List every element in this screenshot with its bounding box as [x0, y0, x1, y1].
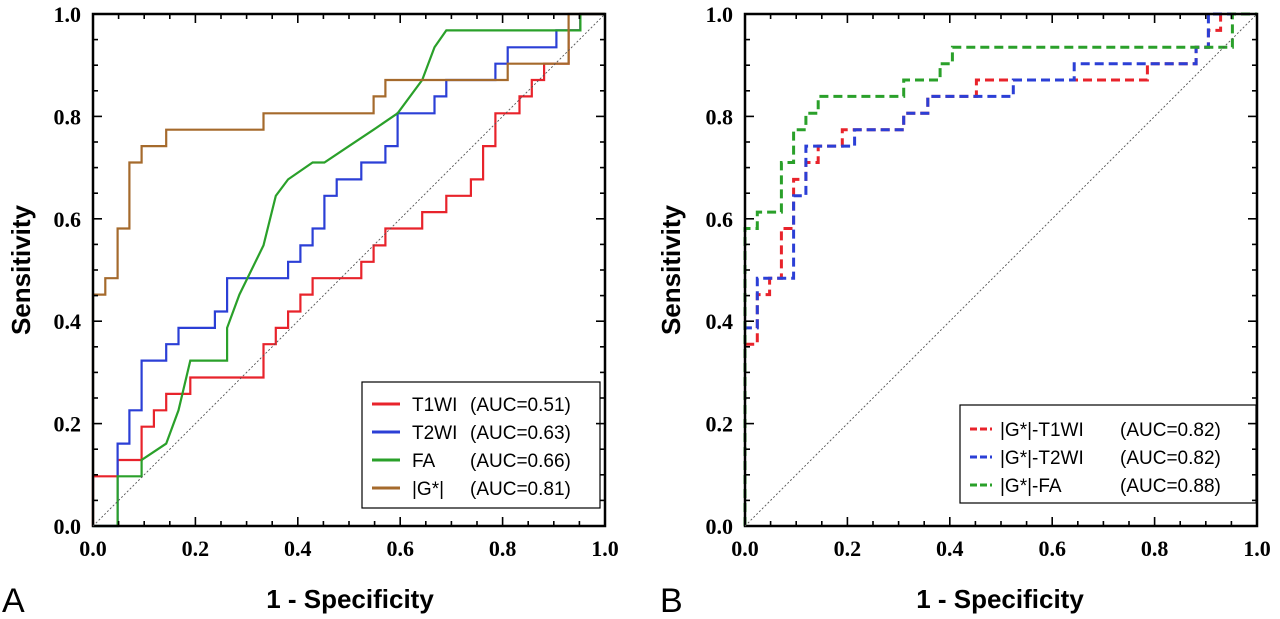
panel-b-legend-name-0: |G*|-T1WI	[1000, 420, 1084, 441]
panel-a-legend-auc-3: (AUC=0.81)	[470, 479, 571, 500]
panel-a-y-tick-label: 0.6	[54, 207, 82, 232]
panel-a-legend-box	[361, 381, 601, 509]
panel-a-legend-name-2: FA	[412, 451, 436, 472]
panel-a-y-tick-label: 1.0	[54, 2, 82, 27]
panel-b-legend-name-1: |G*|-T2WI	[1000, 448, 1084, 469]
panel-b-y-tick-label: 0.2	[706, 412, 734, 437]
panel-a-y-tick-label: 0.4	[54, 309, 82, 334]
panel-a-x-tick-label: 0.4	[284, 536, 312, 561]
panel-b-x-tick-label: 0.6	[1038, 536, 1066, 561]
panel-a-legend-auc-0: (AUC=0.51)	[470, 395, 571, 416]
panel-a-roc-curve-1	[93, 12, 605, 528]
panel-b-legend-name-2: |G*|-FA	[1000, 476, 1062, 497]
roc-panel-a: Sensitivity 1 - Specificity A T1WI (AUC=0…	[2, 2, 619, 619]
panel-a-legend-name-0: T1WI	[412, 395, 457, 416]
panel-a-legend-name-3: |G*|	[412, 479, 444, 500]
roc-panel-b: Sensitivity 1 - Specificity B |G*|-T1WI (…	[656, 2, 1271, 619]
panel-b-x-tick-label: 1.0	[1243, 536, 1271, 561]
panel-a-letter: A	[2, 582, 25, 619]
panel-b-x-axis-title: 1 - Specificity	[916, 584, 1084, 614]
panel-a-x-axis-title: 1 - Specificity	[266, 584, 434, 614]
panel-b-x-tick-label: 0.2	[834, 536, 862, 561]
panel-b-legend-auc-1: (AUC=0.82)	[1120, 448, 1221, 469]
panel-b-x-tick-label: 0.8	[1141, 536, 1169, 561]
panel-b-legend: |G*|-T1WI (AUC=0.82) |G*|-T2WI (AUC=0.82) |G…	[959, 404, 1257, 504]
panel-b-y-tick-label: 0.6	[706, 207, 734, 232]
panel-b-y-tick-label: 0.0	[706, 514, 734, 539]
panel-a-x-tick-label: 0.2	[182, 536, 210, 561]
panel-a-roc-curve-0	[91, 12, 605, 526]
panel-a-roc-curve-2	[93, 12, 605, 528]
panel-a-y-tick-label: 0.0	[54, 514, 82, 539]
panel-b-legend-auc-0: (AUC=0.82)	[1120, 420, 1221, 441]
panel-a-x-tick-label: 0.6	[386, 536, 414, 561]
panel-a-x-tick-label: 0.0	[79, 536, 107, 561]
panel-a-roc-curve-3	[91, 12, 605, 526]
panel-a-x-tick-label: 0.8	[489, 536, 517, 561]
panel-a-y-tick-label: 0.8	[54, 104, 82, 129]
panel-b-x-tick-label: 0.4	[936, 536, 964, 561]
panel-a-y-tick-label: 0.2	[54, 412, 82, 437]
panel-b-roc-curve-2	[743, 12, 1257, 526]
panel-b-letter: B	[660, 582, 683, 619]
panel-a-x-tick-label: 1.0	[591, 536, 619, 561]
panel-b-y-tick-label: 1.0	[706, 2, 734, 27]
panel-a-legend-name-1: T2WI	[412, 423, 457, 444]
panel-a-legend: T1WI (AUC=0.51) T2WI (AUC=0.63) FA (AUC=0.66)…	[361, 381, 601, 509]
panel-b-roc-curve-1	[743, 12, 1257, 526]
panel-b-legend-box	[959, 404, 1257, 504]
panel-b-y-tick-label: 0.4	[706, 309, 734, 334]
panel-b-legend-auc-2: (AUC=0.88)	[1120, 476, 1221, 497]
panel-a-y-axis-title: Sensitivity	[6, 204, 36, 335]
panel-a-reference-diagonal	[92, 13, 606, 527]
panel-b-reference-diagonal	[744, 13, 1258, 527]
panel-b-x-tick-label: 0.0	[731, 536, 759, 561]
panel-a-legend-auc-2: (AUC=0.66)	[470, 451, 571, 472]
panel-a-legend-auc-1: (AUC=0.63)	[470, 423, 571, 444]
panel-b-y-tick-label: 0.8	[706, 104, 734, 129]
panel-b-y-axis-title: Sensitivity	[656, 204, 686, 335]
